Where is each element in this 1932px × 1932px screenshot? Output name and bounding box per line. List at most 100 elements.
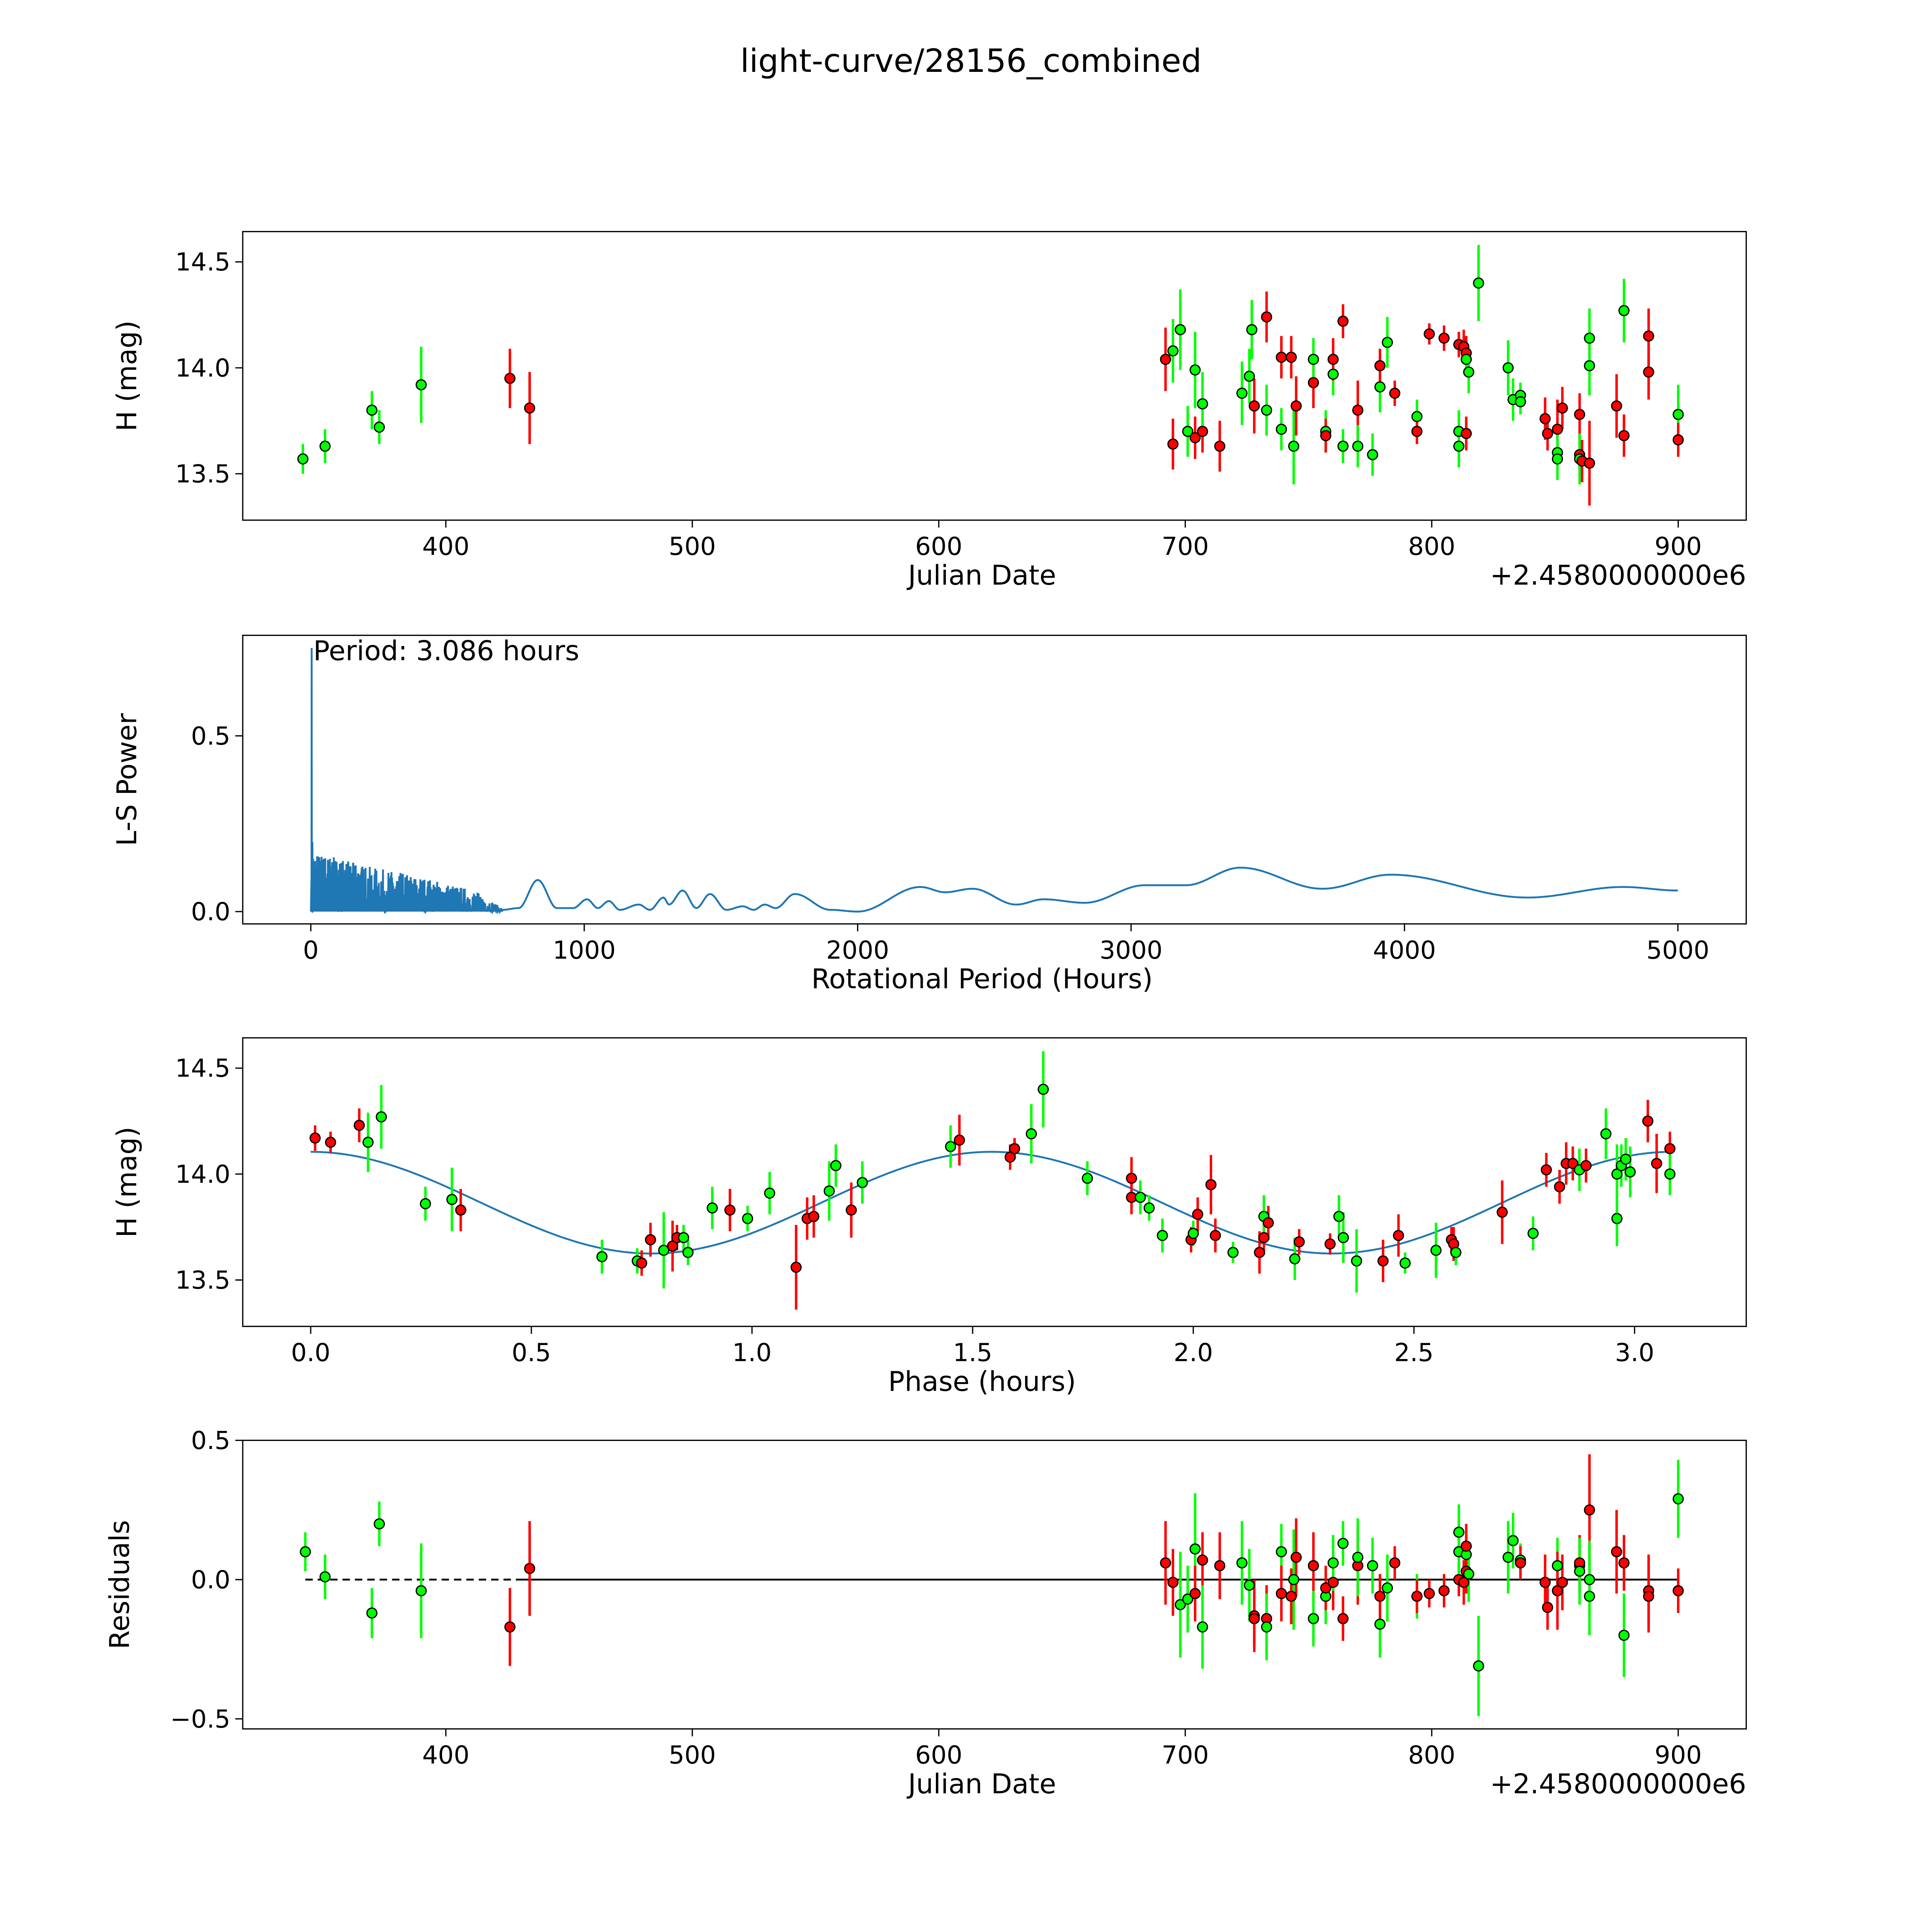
data-point — [1542, 428, 1553, 439]
data-point — [1643, 366, 1655, 378]
x-axis-label: Julian Date — [906, 1768, 1056, 1800]
data-point — [1236, 1557, 1248, 1569]
data-point — [1642, 1115, 1653, 1127]
lightcurve-panel: 400 500 600 700 800 900 13.5 14.0 14.5 Julian Dat… — [111, 231, 1747, 591]
data-point — [1367, 1560, 1378, 1571]
data-point — [1664, 1168, 1676, 1180]
data-point — [764, 1187, 776, 1199]
data-point — [742, 1213, 753, 1225]
data-point — [823, 1185, 835, 1197]
panels: 400 500 600 700 800 900 13.5 14.0 14.5 Julian Dat… — [104, 231, 1747, 1800]
data-point — [1541, 1164, 1552, 1175]
x-tick-label: 1.0 — [732, 1338, 772, 1367]
y-tick-label: −0.5 — [170, 1705, 231, 1734]
data-point — [1580, 1160, 1592, 1171]
data-point — [1643, 330, 1655, 342]
phased-plot-area — [310, 1051, 1676, 1310]
data-point — [446, 1194, 457, 1205]
x-tick-label: 400 — [422, 1741, 469, 1770]
data-point — [1374, 381, 1386, 393]
axes-frame — [242, 1439, 1747, 1730]
data-point — [455, 1204, 466, 1216]
x-tick-label: 1.5 — [953, 1338, 992, 1367]
data-point — [1337, 1613, 1349, 1624]
data-point — [319, 1571, 331, 1583]
data-point — [1584, 1590, 1595, 1602]
data-point — [1276, 352, 1287, 363]
data-point — [1187, 1228, 1199, 1239]
data-point — [1672, 409, 1684, 420]
data-point — [1246, 324, 1258, 335]
data-point — [1258, 1232, 1270, 1243]
data-point — [1324, 1238, 1336, 1250]
y-tick-label: 0.5 — [191, 722, 230, 751]
data-point — [297, 453, 309, 465]
data-point — [1611, 1168, 1623, 1180]
x-tick-label: 0.5 — [512, 1338, 551, 1367]
data-point — [374, 1518, 385, 1530]
data-point — [310, 1132, 321, 1144]
x-tick-label: 4000 — [1373, 936, 1436, 965]
data-point — [658, 1245, 670, 1256]
data-point — [1542, 1602, 1553, 1613]
y-tick-label: 14.5 — [175, 1054, 230, 1083]
y-axis-label: H (mag) — [111, 1127, 143, 1238]
data-point — [682, 1247, 694, 1258]
data-point — [1261, 311, 1272, 323]
data-point — [1574, 409, 1585, 420]
data-point — [1276, 1546, 1287, 1558]
data-point — [945, 1141, 956, 1152]
x-tick-label: 0.0 — [291, 1338, 330, 1367]
data-point — [1497, 1206, 1508, 1218]
data-point — [1367, 449, 1378, 461]
data-point — [374, 422, 385, 433]
data-point — [1248, 1613, 1260, 1624]
data-point — [1286, 352, 1297, 363]
data-point — [1552, 1560, 1563, 1571]
data-point — [299, 1546, 311, 1558]
x-axis-label: Phase (hours) — [888, 1366, 1076, 1397]
data-point — [362, 1136, 374, 1148]
data-point — [1197, 1554, 1208, 1566]
data-point — [830, 1160, 842, 1171]
residuals-plot-area — [299, 1454, 1684, 1716]
data-point — [1261, 1621, 1272, 1633]
data-point — [1167, 345, 1179, 357]
data-point — [1473, 1660, 1484, 1672]
data-point — [1009, 1143, 1020, 1155]
data-point — [1463, 1568, 1475, 1580]
data-point — [1160, 1557, 1171, 1569]
data-point — [415, 379, 427, 391]
data-point — [857, 1177, 868, 1188]
data-point — [1291, 1551, 1302, 1563]
data-point — [1664, 1143, 1676, 1155]
data-point — [1276, 423, 1287, 435]
data-point — [1382, 337, 1393, 348]
data-point — [1327, 1557, 1339, 1569]
data-point — [1618, 430, 1630, 441]
data-point — [645, 1234, 656, 1245]
data-point — [1286, 1590, 1297, 1602]
data-point — [415, 1585, 427, 1597]
x-tick-label: 1000 — [553, 936, 616, 965]
data-point — [1611, 1213, 1623, 1225]
data-point — [1620, 1153, 1631, 1165]
data-point — [1423, 328, 1435, 340]
data-point — [1352, 1551, 1364, 1563]
data-point — [596, 1251, 608, 1262]
y-tick-label: 14.5 — [175, 248, 230, 277]
figure-title: light-curve/28156_combined — [740, 42, 1202, 80]
data-point — [1352, 405, 1364, 416]
axes-frame — [242, 231, 1747, 521]
data-point — [1611, 400, 1622, 412]
x-tick-label: 600 — [915, 532, 962, 561]
data-point — [1288, 440, 1299, 452]
x-tick-label: 400 — [422, 532, 469, 561]
data-point — [1289, 1253, 1301, 1265]
x-axis-label: Rotational Period (Hours) — [811, 963, 1153, 995]
data-point — [1352, 440, 1364, 452]
data-point — [678, 1232, 689, 1243]
data-point — [1411, 425, 1423, 437]
data-point — [1382, 1582, 1393, 1594]
data-point — [325, 1136, 336, 1148]
